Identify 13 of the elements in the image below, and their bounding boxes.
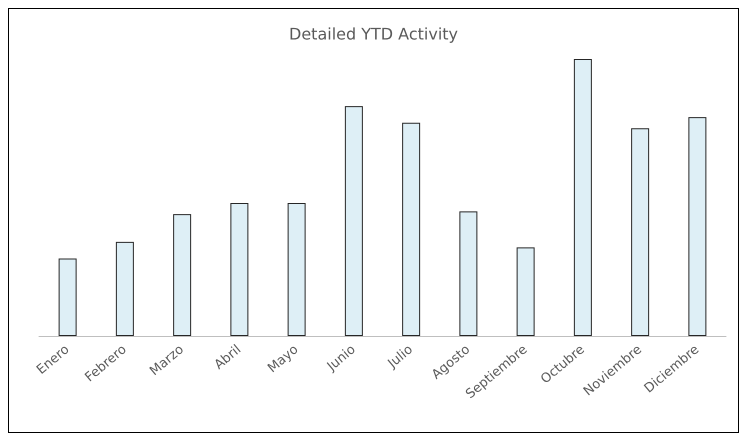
bar	[116, 242, 134, 336]
bar	[173, 214, 192, 336]
bar	[402, 122, 420, 336]
bar	[574, 59, 592, 336]
bar	[344, 106, 363, 336]
bar	[288, 203, 306, 336]
bar	[230, 203, 248, 336]
bar	[631, 128, 650, 336]
bar	[516, 247, 535, 336]
bar	[688, 117, 706, 336]
bar	[58, 258, 77, 336]
bar	[459, 211, 478, 336]
chart-title: Detailed YTD Activity	[288, 24, 458, 44]
